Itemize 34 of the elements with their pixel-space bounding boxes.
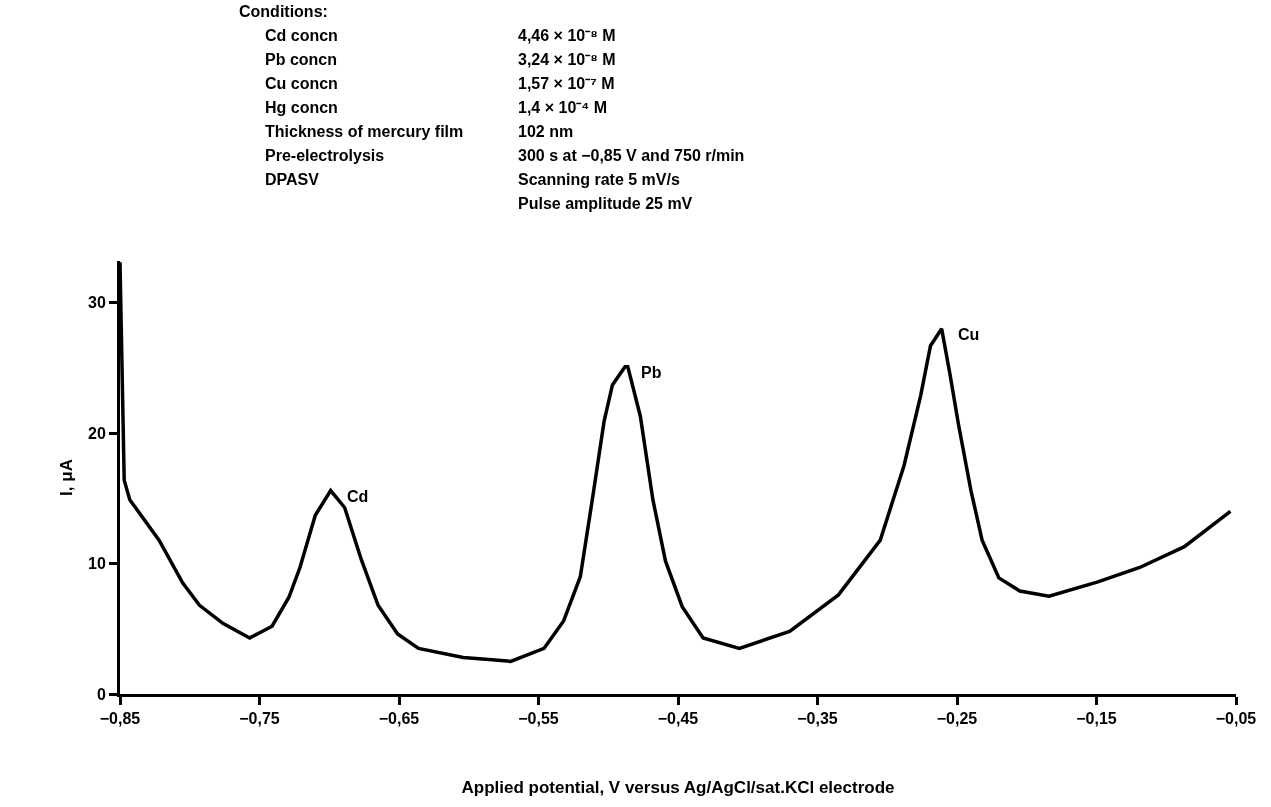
text: Pb concn <box>265 51 338 68</box>
y-axis-title: I, μA <box>56 459 76 496</box>
text: 102 nm <box>518 123 574 140</box>
chart-title: Conditions: <box>239 3 328 20</box>
text: Pulse amplitude 25 mV <box>518 195 693 212</box>
y-tick-label: 10 <box>88 555 106 573</box>
text: Cu concn <box>265 75 338 92</box>
text: 1,4 × 10⁻⁴ M <box>518 99 607 116</box>
text: 4,46 × 10⁻⁸ M <box>518 27 616 44</box>
x-tick-label: −0,05 <box>1215 710 1257 728</box>
y-tick-label: 20 <box>88 424 106 442</box>
x-tick-label: −0,15 <box>1076 710 1117 728</box>
text: Thickness of mercury film <box>265 123 464 140</box>
x-tick-label: −0,65 <box>378 710 420 728</box>
y-tick-label: 0 <box>96 685 106 703</box>
x-tick-label: −0,25 <box>936 710 978 728</box>
text: 1,57 × 10⁻⁷ M <box>518 75 615 92</box>
annotation: Cd <box>347 488 369 505</box>
y-tick-label: 30 <box>88 294 106 312</box>
text: 300 s at −0,85 V and 750 r/min <box>518 147 745 164</box>
x-axis-title: Applied potential, V versus Ag/AgCl/sat.KCl electrode <box>461 777 895 797</box>
text: 3,24 × 10⁻⁸ M <box>518 51 616 68</box>
x-tick-label: −0,55 <box>518 710 559 728</box>
text: Pre-electrolysis <box>265 147 385 164</box>
annotation: Cu <box>958 326 980 343</box>
x-tick-label: −0,35 <box>797 710 838 728</box>
x-tick-label: −0,75 <box>239 710 280 728</box>
x-tick-label: −0,45 <box>657 710 699 728</box>
x-tick-label: −0,85 <box>99 710 141 728</box>
text: Cd concn <box>265 27 338 44</box>
text: DPASV <box>265 171 320 188</box>
annotation: Pb <box>641 364 662 381</box>
text: Scanning rate 5 mV/s <box>518 171 680 188</box>
text: Hg concn <box>265 99 338 116</box>
